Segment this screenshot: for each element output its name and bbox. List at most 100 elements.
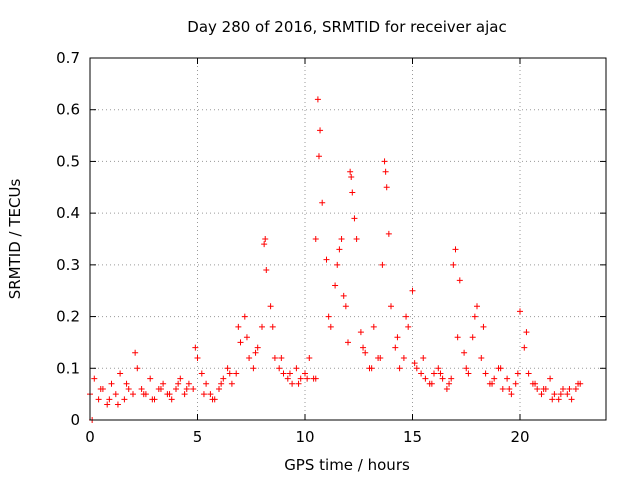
data-point (512, 380, 519, 387)
data-point (557, 391, 564, 398)
data-point (517, 308, 523, 315)
data-point (177, 375, 184, 382)
data-point (357, 329, 364, 336)
data-point (551, 391, 558, 398)
data-point (443, 385, 450, 392)
data-point (435, 365, 442, 372)
data-point (209, 396, 216, 403)
data-point (134, 365, 141, 372)
data-point (349, 189, 356, 196)
data-point (560, 385, 566, 392)
data-point (409, 287, 416, 294)
data-point (532, 380, 539, 387)
data-point (95, 396, 102, 403)
data-point (428, 380, 435, 387)
data-point (381, 158, 388, 165)
data-point (314, 96, 321, 103)
y-tick-label: 0.5 (56, 152, 80, 170)
data-point (332, 282, 339, 289)
data-point (252, 349, 259, 356)
y-tick-label: 0.6 (56, 101, 80, 119)
data-point (114, 401, 121, 408)
y-tick-label: 0.7 (56, 49, 80, 67)
data-point (348, 173, 355, 180)
data-point (491, 375, 498, 382)
data-point (392, 344, 399, 351)
data-point (405, 323, 412, 330)
data-point (228, 380, 235, 387)
data-point (237, 339, 244, 346)
data-point (218, 380, 225, 387)
data-point (474, 303, 480, 310)
data-point (411, 360, 418, 367)
x-tick-label: 20 (510, 428, 529, 446)
data-point (327, 323, 334, 330)
data-point (469, 334, 476, 341)
data-point (336, 246, 343, 253)
data-point (523, 329, 530, 336)
plot-frame (89, 57, 607, 421)
data-point (325, 313, 332, 320)
data-point (130, 391, 136, 398)
data-point (508, 391, 515, 398)
y-tick-labels: 0 0.1 0.2 0.3 0.4 0.5 0.6 0.7 (56, 49, 80, 429)
data-point (175, 380, 182, 387)
data-point (456, 277, 463, 284)
data-point (259, 323, 265, 330)
data-point (400, 354, 407, 361)
data-point (418, 370, 425, 377)
data-point (284, 375, 291, 382)
data-point (489, 380, 496, 387)
data-point (555, 396, 562, 403)
y-axis-label: SRMTID / TECUs (6, 179, 24, 300)
data-point (499, 385, 506, 392)
data-point (278, 354, 285, 361)
data-point (267, 303, 274, 310)
data-point (312, 236, 319, 242)
data-point (250, 365, 257, 372)
data-point (566, 385, 573, 392)
x-axis-label: GPS time / hours (284, 456, 410, 474)
data-point (437, 370, 444, 377)
data-point (138, 385, 145, 392)
data-point (549, 396, 556, 403)
data-point (97, 385, 104, 392)
data-point (104, 401, 111, 408)
data-point (439, 375, 446, 382)
x-tick-labels: 0 5 10 15 20 (85, 428, 529, 446)
data-point (198, 370, 205, 377)
data-point (235, 323, 242, 330)
data-point (362, 349, 369, 356)
data-point (497, 365, 504, 372)
data-point (471, 313, 478, 320)
data-point (480, 323, 487, 330)
data-point (338, 236, 345, 242)
data-point (396, 365, 403, 372)
data-point (91, 375, 98, 382)
data-point (413, 365, 420, 372)
data-point (385, 230, 392, 237)
data-points (87, 96, 584, 423)
data-point (246, 354, 253, 361)
data-point (226, 370, 233, 377)
data-point (125, 385, 132, 392)
data-point (315, 153, 322, 160)
data-point (263, 267, 270, 274)
data-point (254, 344, 261, 351)
y-tick-label: 0.2 (56, 308, 80, 326)
data-point (147, 375, 154, 382)
data-point (482, 370, 489, 377)
data-point (450, 261, 457, 268)
y-tick-label: 0.4 (56, 204, 80, 222)
data-point (538, 391, 545, 398)
data-point (192, 344, 199, 351)
data-point (121, 396, 128, 403)
data-point (394, 334, 401, 341)
data-point (200, 391, 207, 398)
data-point (388, 303, 394, 310)
x-tick-label: 10 (295, 428, 314, 446)
x-tick-label: 5 (193, 428, 203, 446)
data-point (368, 365, 375, 372)
data-point (295, 380, 302, 387)
